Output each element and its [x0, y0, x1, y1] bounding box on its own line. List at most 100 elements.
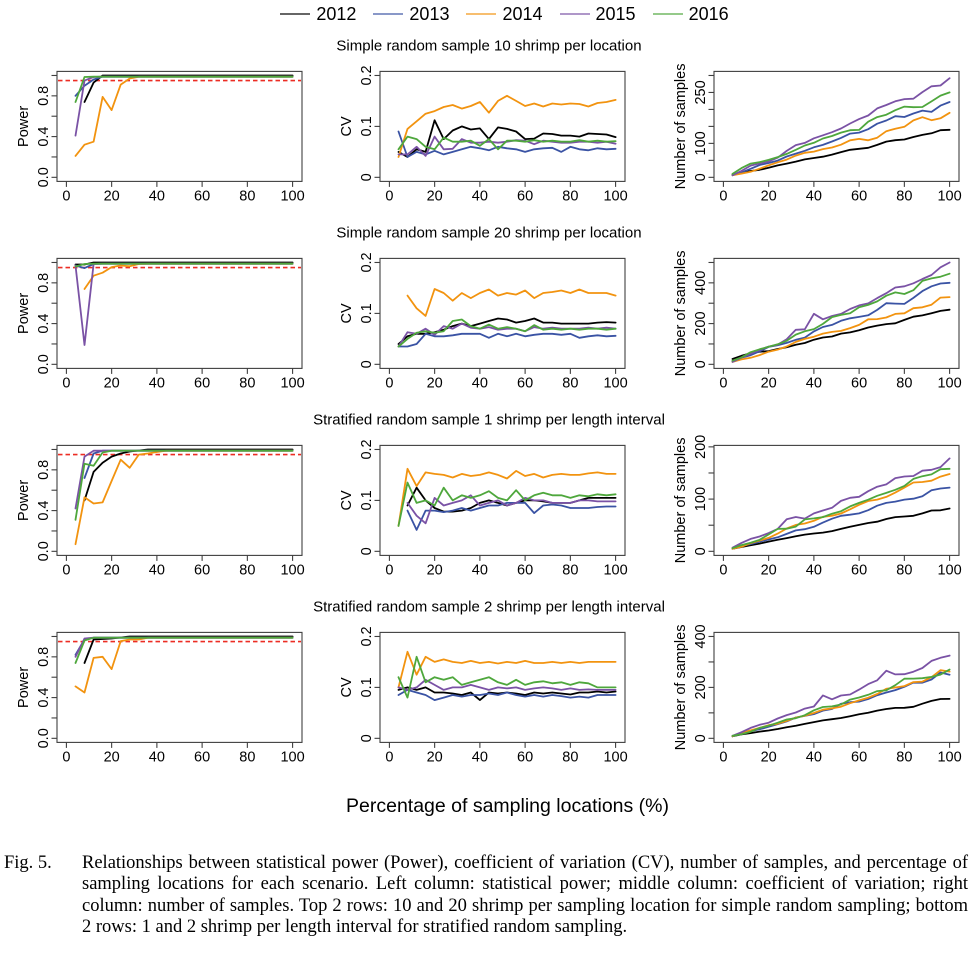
series-line-2013	[397, 689, 617, 701]
x-tick-label: 80	[239, 749, 255, 765]
y-tick-label: 0.2	[359, 65, 375, 85]
x-tick-label: 20	[761, 375, 777, 391]
panel-box	[56, 444, 303, 556]
y-tick-label: 0	[693, 734, 709, 742]
x-tick-label: 80	[562, 749, 578, 765]
x-tick-label: 20	[761, 188, 777, 204]
y-axis-title: CV	[339, 677, 355, 697]
legend-entry-2015: 2015	[559, 3, 636, 25]
x-tick-label: 0	[385, 562, 393, 578]
caption-text: Relationships between statistical power …	[82, 853, 968, 939]
panel-box	[379, 70, 626, 182]
x-tick-label: 60	[194, 749, 210, 765]
x-tick-label: 0	[719, 188, 727, 204]
x-tick-label: 0	[385, 375, 393, 391]
series-line-2016	[74, 75, 294, 103]
y-tick-label: 200	[693, 675, 709, 699]
legend-line-swatch	[559, 13, 590, 15]
y-tick-label: 250	[693, 80, 709, 104]
y-tick-label: 0.8	[36, 460, 52, 480]
x-axis-label: Percentage of sampling locations (%)	[346, 795, 669, 817]
y-tick-label: 0	[359, 173, 375, 181]
x-tick-label: 40	[472, 188, 488, 204]
panel-box	[56, 70, 303, 182]
series-line-2016	[397, 655, 617, 699]
series-line-2013	[731, 486, 951, 550]
row-title: Simple random sample 10 shrimp per locat…	[336, 37, 641, 54]
panel-box	[56, 631, 303, 743]
y-tick-label: 0	[693, 173, 709, 181]
legend-label: 2012	[316, 4, 357, 24]
caption-line: Relationships between statistical power …	[82, 853, 968, 873]
y-tick-label: 200	[693, 435, 709, 459]
caption-line: 2 rows: 1 and 2 shrimp per length interv…	[82, 917, 628, 938]
x-tick-label: 80	[896, 188, 912, 204]
series-line-2016	[397, 318, 617, 348]
y-tick-label: 0.4	[36, 126, 52, 146]
y-tick-label: 0.0	[36, 541, 52, 561]
y-tick-label: 0.1	[359, 303, 375, 323]
y-axis-title: Number of samples	[673, 625, 689, 751]
series-line-2015	[731, 77, 951, 177]
x-tick-label: 100	[603, 562, 627, 578]
x-tick-label: 0	[62, 749, 70, 765]
series-line-2015	[397, 322, 617, 348]
x-tick-label: 100	[937, 562, 961, 578]
x-tick-label: 100	[937, 375, 961, 391]
y-tick-label: 0.8	[36, 273, 52, 293]
series-line-2014	[731, 296, 951, 363]
x-tick-label: 60	[194, 375, 210, 391]
series-line-2014	[731, 473, 951, 550]
y-tick-label: 100	[693, 487, 709, 511]
series-line-2016	[74, 449, 294, 521]
series-line-2013	[74, 636, 294, 656]
y-axis-title: CV	[339, 116, 355, 136]
x-tick-label: 80	[562, 375, 578, 391]
x-tick-label: 100	[603, 188, 627, 204]
series-line-2013	[731, 281, 951, 363]
x-tick-label: 20	[427, 749, 443, 765]
caption-line: column: number of samples. Top 2 rows: 1…	[82, 895, 968, 916]
x-tick-label: 80	[239, 375, 255, 391]
x-tick-label: 60	[194, 188, 210, 204]
row-title: Stratified random sample 2 shrimp per le…	[313, 598, 665, 615]
y-tick-label: 400	[693, 624, 709, 648]
series-line-2015	[731, 457, 951, 549]
y-tick-label: 0.4	[36, 313, 52, 333]
y-axis-title: Power	[16, 106, 32, 147]
y-axis-title: CV	[339, 490, 355, 510]
panel-box	[56, 257, 303, 369]
x-tick-label: 100	[937, 749, 961, 765]
y-tick-label: 0.8	[36, 86, 52, 106]
series-line-2015	[74, 262, 294, 346]
x-tick-label: 40	[149, 375, 165, 391]
x-tick-label: 40	[806, 375, 822, 391]
series-line-2015	[74, 636, 294, 658]
x-tick-label: 40	[472, 562, 488, 578]
chart-panels-svg: Simple random sample 10 shrimp per locat…	[16, 37, 962, 765]
y-tick-label: 0.4	[36, 500, 52, 520]
legend-label: 2015	[595, 4, 636, 24]
series-line-2012	[83, 74, 294, 103]
series-line-2016	[731, 668, 951, 737]
x-tick-label: 60	[851, 375, 867, 391]
caption-figure-number: Fig. 5.	[4, 853, 52, 873]
series-line-2016	[731, 272, 951, 362]
x-tick-label: 40	[806, 188, 822, 204]
y-tick-label: 0.2	[359, 439, 375, 459]
x-tick-label: 20	[104, 375, 120, 391]
x-tick-label: 20	[427, 375, 443, 391]
series-line-2012	[731, 308, 951, 360]
series-line-2012	[74, 261, 294, 266]
series-line-2014	[397, 467, 617, 527]
caption-line: sampling locations for each scenario. Le…	[82, 874, 968, 895]
x-tick-label: 100	[603, 749, 627, 765]
series-line-2016	[74, 636, 294, 664]
legend-line-swatch	[466, 13, 497, 15]
row-title: Stratified random sample 1 shrimp per le…	[313, 411, 665, 428]
series-line-2016	[731, 91, 951, 175]
x-tick-label: 20	[427, 188, 443, 204]
y-tick-label: 0.1	[359, 116, 375, 136]
x-tick-label: 100	[937, 188, 961, 204]
panel-box	[713, 257, 960, 369]
